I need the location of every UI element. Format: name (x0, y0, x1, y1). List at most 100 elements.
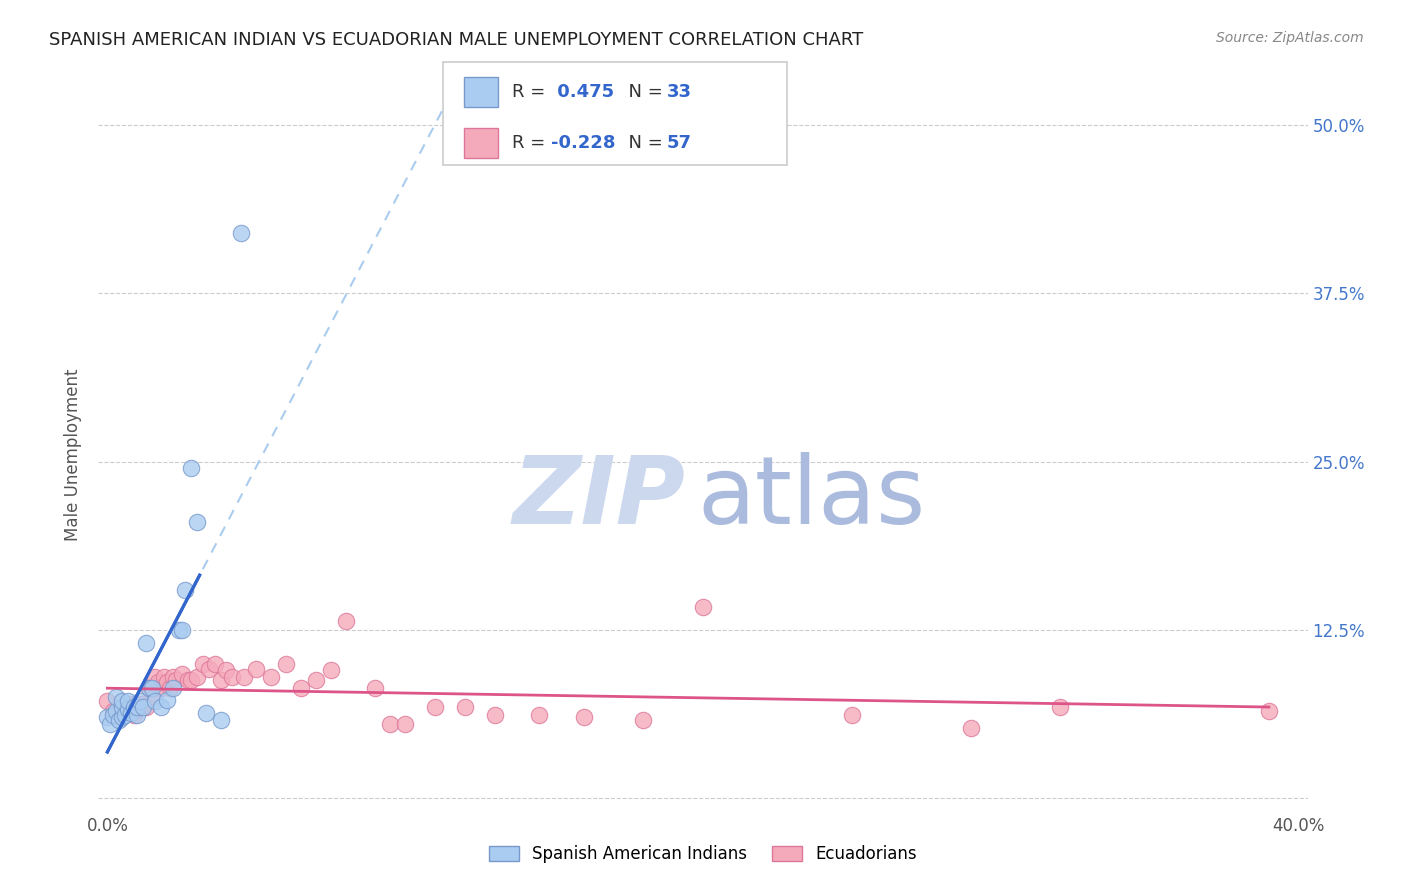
Point (221, 670, 243, 684)
Point (960, 721, 983, 735)
Point (162, 681, 184, 695)
Point (117, 694, 139, 708)
Point (335, 614, 357, 628)
Point (167, 623, 190, 637)
Point (111, 707, 134, 722)
Point (127, 699, 149, 714)
Point (245, 662, 267, 676)
Point (127, 697, 149, 711)
Point (209, 713, 232, 727)
Point (380, 717, 402, 731)
Point (364, 681, 387, 695)
Point (197, 662, 219, 676)
Point (98, 717, 121, 731)
Text: -0.228: -0.228 (551, 134, 616, 152)
Point (105, 690, 128, 705)
Point (105, 707, 128, 722)
Point (111, 694, 134, 708)
Point (117, 699, 139, 714)
Point (105, 704, 128, 718)
Point (692, 600, 714, 615)
Point (122, 707, 145, 722)
Point (156, 675, 179, 690)
Point (260, 670, 283, 684)
Point (135, 699, 157, 714)
Point (165, 673, 187, 687)
Point (117, 702, 139, 716)
Point (209, 673, 232, 687)
Point (191, 657, 214, 671)
Text: N =: N = (617, 83, 669, 101)
Point (170, 667, 193, 681)
Text: R =: R = (512, 134, 551, 152)
Point (633, 713, 655, 727)
Point (111, 710, 134, 724)
Point (194, 706, 217, 721)
Text: 0.475: 0.475 (551, 83, 614, 101)
Point (153, 670, 176, 684)
Point (186, 670, 208, 684)
Point (170, 623, 193, 637)
Point (138, 681, 160, 695)
Point (146, 675, 169, 690)
Point (149, 699, 172, 714)
Point (135, 636, 157, 650)
Point (527, 707, 550, 722)
Point (132, 699, 155, 714)
Point (120, 706, 142, 721)
Point (114, 707, 136, 722)
Text: SPANISH AMERICAN INDIAN VS ECUADORIAN MALE UNEMPLOYMENT CORRELATION CHART: SPANISH AMERICAN INDIAN VS ECUADORIAN MA… (49, 31, 863, 49)
Point (127, 702, 149, 716)
Point (423, 699, 446, 714)
Point (215, 664, 238, 678)
Text: atlas: atlas (697, 451, 925, 544)
Point (180, 461, 202, 475)
Point (114, 704, 136, 718)
Point (572, 710, 595, 724)
Point (290, 681, 312, 695)
Point (108, 713, 131, 727)
Point (141, 689, 163, 703)
Point (111, 699, 134, 714)
Point (159, 681, 181, 695)
Legend: Spanish American Indians, Ecuadorians: Spanish American Indians, Ecuadorians (481, 837, 925, 871)
Text: N =: N = (617, 134, 669, 152)
Point (231, 226, 253, 240)
Point (122, 699, 145, 714)
Point (103, 707, 125, 722)
Point (177, 673, 200, 687)
Point (394, 717, 416, 731)
Point (233, 670, 256, 684)
Point (127, 707, 149, 722)
Text: R =: R = (512, 83, 551, 101)
Text: Source: ZipAtlas.com: Source: ZipAtlas.com (1216, 31, 1364, 45)
Point (454, 699, 477, 714)
Point (141, 681, 163, 695)
Point (319, 664, 342, 678)
Text: 33: 33 (666, 83, 692, 101)
Point (305, 673, 328, 687)
Text: ZIP: ZIP (512, 451, 685, 544)
Point (149, 681, 172, 695)
Point (274, 657, 297, 671)
Point (138, 681, 160, 695)
Point (173, 582, 195, 597)
Point (1049, 699, 1071, 714)
Point (841, 707, 863, 722)
Point (96, 694, 118, 708)
Point (132, 697, 155, 711)
Point (162, 670, 184, 684)
Point (103, 704, 125, 718)
Point (96, 710, 118, 724)
Point (141, 681, 163, 695)
Y-axis label: Male Unemployment: Male Unemployment (65, 368, 83, 541)
Point (129, 694, 152, 708)
Point (120, 697, 142, 711)
Point (108, 704, 131, 718)
Point (180, 673, 202, 687)
Point (143, 694, 166, 708)
Point (156, 693, 179, 707)
Point (484, 707, 506, 722)
Point (186, 515, 208, 529)
Point (1257, 704, 1279, 718)
